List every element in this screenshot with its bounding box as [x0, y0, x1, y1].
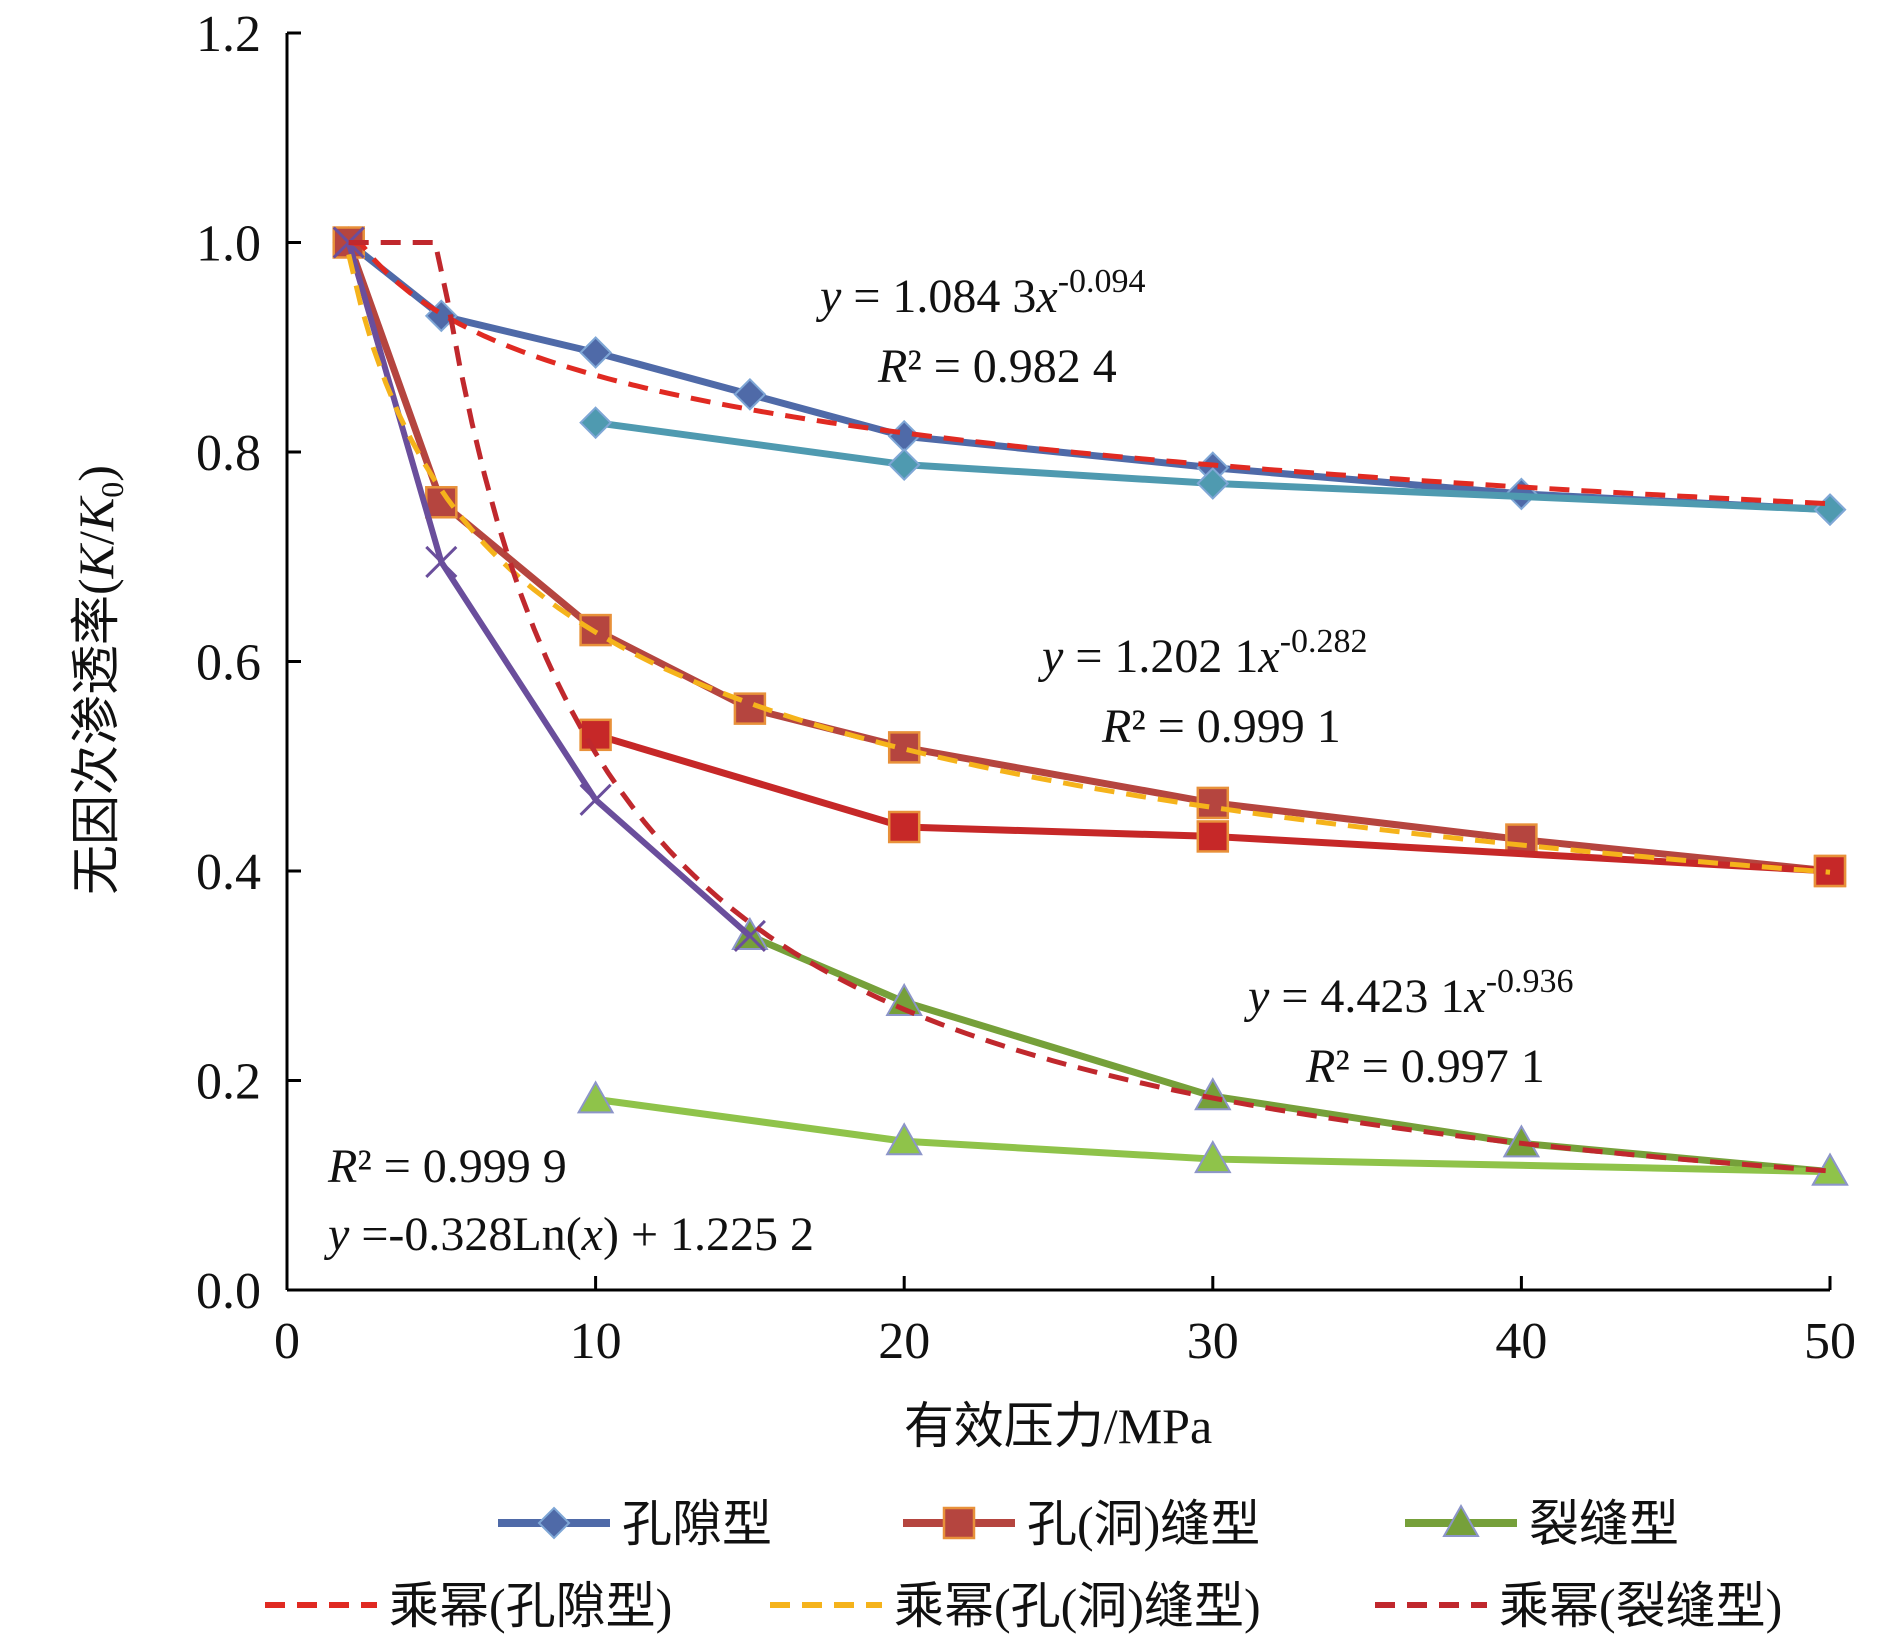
data-point [733, 919, 766, 953]
x-tick-label: 10 [570, 1313, 622, 1370]
x-axis-title: 有效压力/MPa [904, 1398, 1212, 1454]
y-axis-title: 无因次渗透率(K/K0) [68, 465, 130, 895]
legend-entry: 乘幂(孔(洞)缝型) [770, 1578, 1261, 1634]
data-point [1196, 467, 1230, 500]
fit-curve [346, 253, 1831, 875]
data-point [1194, 1140, 1232, 1174]
x-tick-label: 0 [274, 1313, 300, 1370]
x-tick-label: 20 [878, 1313, 930, 1370]
fit-curve [348, 240, 1831, 1174]
x-tick-label: 40 [1495, 1313, 1547, 1370]
y-tick-label: 1.0 [196, 216, 261, 273]
series-2 [332, 226, 1847, 888]
log-fit-annotation: R² = 0.999 9 y =-0.328Ln(x) + 1.225 2 [323, 1140, 814, 1261]
log-fit-r2: R² = 0.999 9 [327, 1140, 567, 1193]
fit3-equation: y = 4.423 1x-0.936 [1243, 963, 1574, 1023]
legend-entry: 孔隙型 [498, 1496, 772, 1552]
legend-label: 孔(洞)缝型 [1027, 1496, 1260, 1552]
series-line [595, 1095, 1831, 1176]
fit1-equation: y = 1.084 3x-0.094 [815, 263, 1146, 323]
fit2-r2: R² = 0.999 1 [1101, 700, 1341, 753]
legend-entry: 孔(洞)缝型 [903, 1496, 1260, 1552]
data-point [887, 448, 921, 481]
x-tick-label: 30 [1187, 1313, 1239, 1370]
x-tick-label: 50 [1804, 1313, 1856, 1370]
data-point [1505, 823, 1538, 856]
legend-marker [942, 1506, 976, 1540]
series-1 [579, 406, 1847, 527]
data-point [1813, 493, 1847, 527]
y-tick-label: 1.2 [196, 6, 261, 63]
data-point [1196, 786, 1230, 820]
data-point [1196, 820, 1230, 853]
legend-entry: 乘幂(孔隙型) [265, 1578, 672, 1634]
fit2-equation: y = 1.202 1x-0.282 [1037, 623, 1368, 683]
data-point [579, 783, 612, 816]
fit3-r2: R² = 0.997 1 [1305, 1040, 1545, 1093]
legend-label: 乘幂(裂缝型) [1499, 1578, 1782, 1634]
data-point [576, 1080, 615, 1114]
series-line [345, 241, 1831, 875]
data-point [733, 377, 767, 411]
tick-labels: 0 10 20 30 40 50 0.0 0.2 0.4 0.6 0.8 1.0 1.2 [196, 6, 1856, 1370]
legend-entry: 裂缝型 [1405, 1496, 1679, 1552]
y-tick-label: 0.2 [196, 1054, 261, 1111]
data-point [425, 545, 458, 579]
series-line [595, 419, 1831, 514]
fit1-annotation: y = 1.084 3x-0.094 R² = 0.982 4 [815, 263, 1146, 393]
y-tick-label: 0.6 [196, 635, 261, 692]
legend-label: 孔隙型 [622, 1496, 772, 1552]
data-point [579, 718, 612, 752]
data-point [887, 810, 921, 844]
series-line [345, 241, 752, 939]
fit-curves [346, 240, 1831, 1174]
fit2-annotation: y = 1.202 1x-0.282 R² = 0.999 1 [1037, 623, 1368, 753]
y-tick-label: 0.8 [196, 425, 261, 482]
y-tick-label: 0.0 [196, 1263, 261, 1320]
legend-entry: 乘幂(裂缝型) [1375, 1578, 1782, 1634]
log-fit-equation: y =-0.328Ln(x) + 1.225 2 [323, 1208, 814, 1261]
series-5 [576, 1080, 1849, 1186]
fit-curve [348, 240, 1831, 507]
data-point [885, 1122, 923, 1156]
axes [285, 31, 1832, 1292]
fit3-annotation: y = 4.423 1x-0.936 R² = 0.997 1 [1243, 963, 1574, 1093]
series-line [346, 239, 1831, 514]
series-3 [579, 718, 1847, 888]
y-tick-label: 0.4 [196, 844, 261, 901]
legend-label: 乘幂(孔(洞)缝型) [894, 1578, 1261, 1634]
data-point [579, 406, 613, 440]
legend-marker [537, 1506, 571, 1540]
legend-marker [1442, 1503, 1480, 1537]
legend-label: 乘幂(孔隙型) [389, 1578, 672, 1634]
series-line [594, 731, 1831, 875]
data-point [579, 336, 613, 369]
legend-label: 裂缝型 [1529, 1496, 1679, 1552]
fit1-r2: R² = 0.982 4 [877, 340, 1117, 393]
